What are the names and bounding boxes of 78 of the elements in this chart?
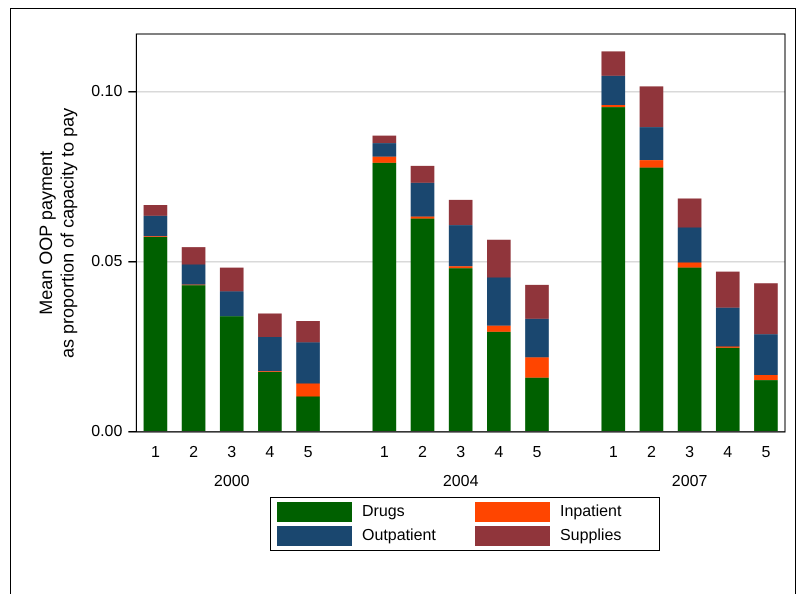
bar — [640, 86, 664, 128]
y-axis-title: Mean OOP payment as proportion of capacity to pay — [36, 108, 78, 358]
bar — [716, 272, 740, 308]
x-tick-label: 3 — [685, 444, 694, 461]
bar — [410, 166, 434, 183]
bar — [525, 318, 549, 358]
x-tick-label: 3 — [456, 444, 466, 461]
legend-label: Inpatient — [560, 503, 622, 521]
bar — [487, 332, 511, 432]
bar — [716, 308, 740, 346]
bar — [601, 107, 626, 432]
y-tick-label: 0.05 — [91, 253, 122, 270]
bar — [678, 227, 702, 262]
bar — [372, 156, 396, 163]
x-tick-label: 4 — [723, 444, 732, 461]
legend-label: Supplies — [560, 527, 622, 545]
bar — [754, 380, 778, 432]
bar — [296, 396, 320, 432]
bar — [144, 236, 168, 432]
bar — [296, 384, 320, 396]
bar — [372, 162, 396, 432]
bar — [410, 182, 434, 217]
bar — [182, 285, 206, 432]
bar — [678, 262, 702, 268]
bar — [640, 127, 664, 160]
bar — [678, 198, 702, 228]
bar — [220, 291, 244, 316]
bar — [678, 268, 702, 432]
bar — [754, 375, 778, 380]
bar — [448, 268, 472, 432]
x-tick-label: 5 — [761, 444, 770, 461]
bar — [601, 76, 626, 106]
x-tick-label: 1 — [150, 444, 160, 461]
text: 2000 — [214, 473, 250, 490]
bar — [220, 316, 244, 432]
x-tick-label: 1 — [608, 444, 618, 461]
bar — [182, 264, 206, 285]
bar — [448, 200, 472, 226]
bar — [144, 216, 168, 236]
x-tick-label: 4 — [494, 444, 504, 461]
bar — [640, 168, 664, 432]
bar — [220, 268, 244, 292]
bar — [754, 283, 778, 334]
legend-label: Outpatient — [362, 527, 436, 545]
x-tick-label: 4 — [265, 444, 274, 461]
text: 2004 — [442, 473, 479, 490]
bar — [640, 160, 664, 168]
bar — [296, 320, 320, 342]
x-tick-label: 2 — [189, 444, 198, 461]
bar — [144, 205, 168, 216]
x-tick-label: 5 — [304, 444, 313, 461]
bar — [258, 336, 282, 372]
text: 2007 — [672, 473, 708, 490]
bar — [372, 143, 396, 157]
bar — [296, 342, 320, 384]
y-tick-label: 0.00 — [91, 423, 122, 440]
bar — [487, 277, 511, 326]
bar — [754, 334, 778, 376]
bar — [182, 247, 206, 265]
legend-label: Drugs — [362, 503, 405, 521]
x-tick-label: 2 — [418, 444, 428, 461]
x-tick-label: 2 — [647, 444, 656, 461]
bar — [525, 378, 549, 432]
x-tick-label: 1 — [380, 444, 389, 461]
bar — [525, 357, 549, 378]
bar — [258, 313, 282, 337]
bar — [601, 51, 626, 76]
bar — [487, 326, 511, 332]
bar — [410, 218, 434, 432]
bar — [448, 225, 472, 266]
x-tick-label: 5 — [532, 444, 542, 461]
bar — [487, 240, 511, 278]
bar — [258, 372, 282, 432]
bar — [372, 136, 396, 144]
bar — [525, 284, 549, 319]
y-tick-label: 0.10 — [91, 83, 122, 100]
x-tick-label: 3 — [227, 444, 236, 461]
bar — [716, 348, 740, 432]
